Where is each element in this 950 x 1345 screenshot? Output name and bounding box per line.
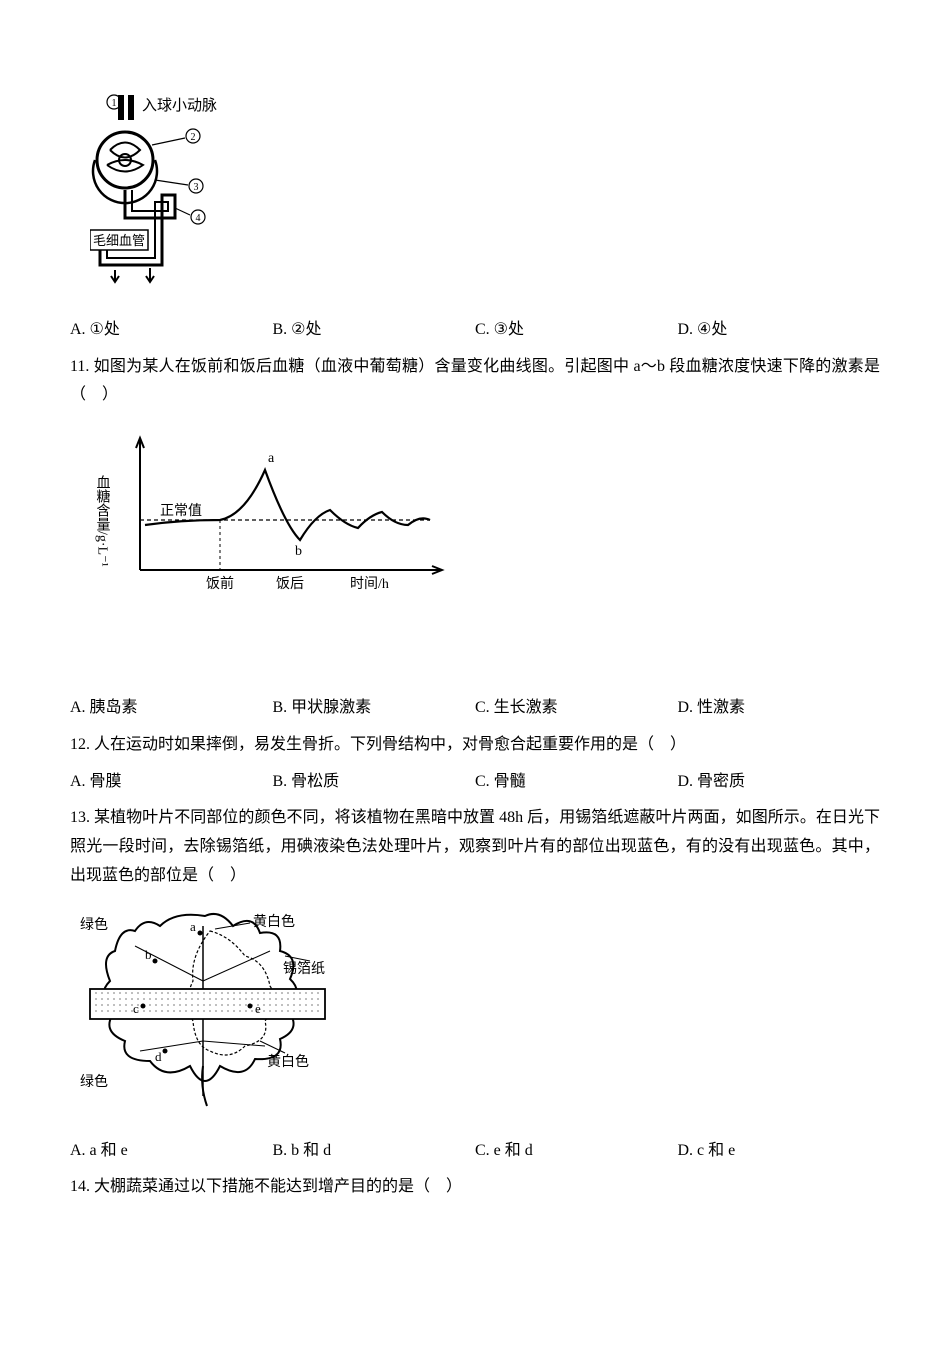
q13-option-a[interactable]: A. a 和 e <box>70 1137 273 1166</box>
svg-text:饭后: 饭后 <box>276 576 304 592</box>
svg-text:锡箔纸: 锡箔纸 <box>283 961 325 977</box>
q14-body: 大棚蔬菜通过以下措施不能达到增产目的的是（ ） <box>94 1178 462 1195</box>
q12-num: 12. <box>70 736 90 753</box>
svg-text:毛细血管: 毛细血管 <box>93 233 145 248</box>
svg-text:d: d <box>155 1049 162 1064</box>
q13-text: 13. 某植物叶片不同部位的颜色不同，将该植物在黑暗中放置 48h 后，用锡箔纸… <box>70 804 880 890</box>
q11-body: 如图为某人在饭前和饭后血糖（血液中葡萄糖）含量变化曲线图。引起图中 a～b 段血… <box>70 358 880 404</box>
svg-text:1: 1 <box>112 98 117 109</box>
svg-text:e: e <box>255 1001 261 1016</box>
svg-text:3: 3 <box>194 182 199 193</box>
q12-options: A. 骨膜 B. 骨松质 C. 骨髓 D. 骨密质 <box>70 768 880 797</box>
q13-option-d[interactable]: D. c 和 e <box>678 1137 881 1166</box>
svg-text:a: a <box>268 451 275 466</box>
q11-option-b[interactable]: B. 甲状腺激素 <box>273 694 476 723</box>
q10-option-c[interactable]: C. ③处 <box>475 316 678 345</box>
q11-option-a[interactable]: A. 胰岛素 <box>70 694 273 723</box>
svg-text:绿色: 绿色 <box>80 916 108 933</box>
q11-num: 11. <box>70 358 89 375</box>
svg-text:b: b <box>145 947 152 962</box>
q11-options: A. 胰岛素 B. 甲状腺激素 C. 生长激素 D. 性激素 <box>70 694 880 723</box>
svg-text:2: 2 <box>191 132 196 143</box>
q10-options: A. ①处 B. ②处 C. ③处 D. ④处 <box>70 316 880 345</box>
q13-body: 某植物叶片不同部位的颜色不同，将该植物在黑暗中放置 48h 后，用锡箔纸遮蔽叶片… <box>70 809 880 884</box>
q12-body: 人在运动时如果摔倒，易发生骨折。下列骨结构中，对骨愈合起重要作用的是（ ） <box>94 736 686 753</box>
svg-text:入球小动脉: 入球小动脉 <box>142 97 217 114</box>
svg-text:绿色: 绿色 <box>80 1073 108 1090</box>
svg-text:4: 4 <box>196 213 201 224</box>
q11-option-c[interactable]: C. 生长激素 <box>475 694 678 723</box>
q13-num: 13. <box>70 809 90 826</box>
svg-text:饭前: 饭前 <box>206 575 234 592</box>
q12-text: 12. 人在运动时如果摔倒，易发生骨折。下列骨结构中，对骨愈合起重要作用的是（ … <box>70 731 880 760</box>
q13-option-c[interactable]: C. e 和 d <box>475 1137 678 1166</box>
svg-text:黄白色: 黄白色 <box>253 913 295 930</box>
q13-diagram: a b c d e 绿色 黄白色 锡箔纸 黄白色 绿色 <box>75 901 880 1122</box>
svg-text:正常值: 正常值 <box>160 503 202 519</box>
q14-num: 14. <box>70 1178 90 1195</box>
q13-option-b[interactable]: B. b 和 d <box>273 1137 476 1166</box>
q10-option-b[interactable]: B. ②处 <box>273 316 476 345</box>
svg-text:血糖含量/g·L⁻¹: 血糖含量/g·L⁻¹ <box>95 475 111 567</box>
q10-option-d[interactable]: D. ④处 <box>678 316 881 345</box>
q10-option-a[interactable]: A. ①处 <box>70 316 273 345</box>
svg-text:c: c <box>133 1001 139 1016</box>
q12-option-d[interactable]: D. 骨密质 <box>678 768 881 797</box>
q12-option-b[interactable]: B. 骨松质 <box>273 768 476 797</box>
q12-option-c[interactable]: C. 骨髓 <box>475 768 678 797</box>
q14-text: 14. 大棚蔬菜通过以下措施不能达到增产目的的是（ ） <box>70 1173 880 1202</box>
svg-text:a: a <box>190 919 196 934</box>
q10-diagram: 1 入球小动脉 2 3 4 毛细血管 <box>90 90 880 301</box>
q11-chart: 血糖含量/g·L⁻¹ 正常值 a b 饭前 饭后 时间/h <box>90 420 880 611</box>
svg-text:时间/h: 时间/h <box>350 576 389 592</box>
q11-option-d[interactable]: D. 性激素 <box>678 694 881 723</box>
svg-text:黄白色: 黄白色 <box>267 1053 309 1070</box>
q13-options: A. a 和 e B. b 和 d C. e 和 d D. c 和 e <box>70 1137 880 1166</box>
svg-text:b: b <box>295 544 302 559</box>
q11-text: 11. 如图为某人在饭前和饭后血糖（血液中葡萄糖）含量变化曲线图。引起图中 a～… <box>70 353 880 411</box>
q12-option-a[interactable]: A. 骨膜 <box>70 768 273 797</box>
